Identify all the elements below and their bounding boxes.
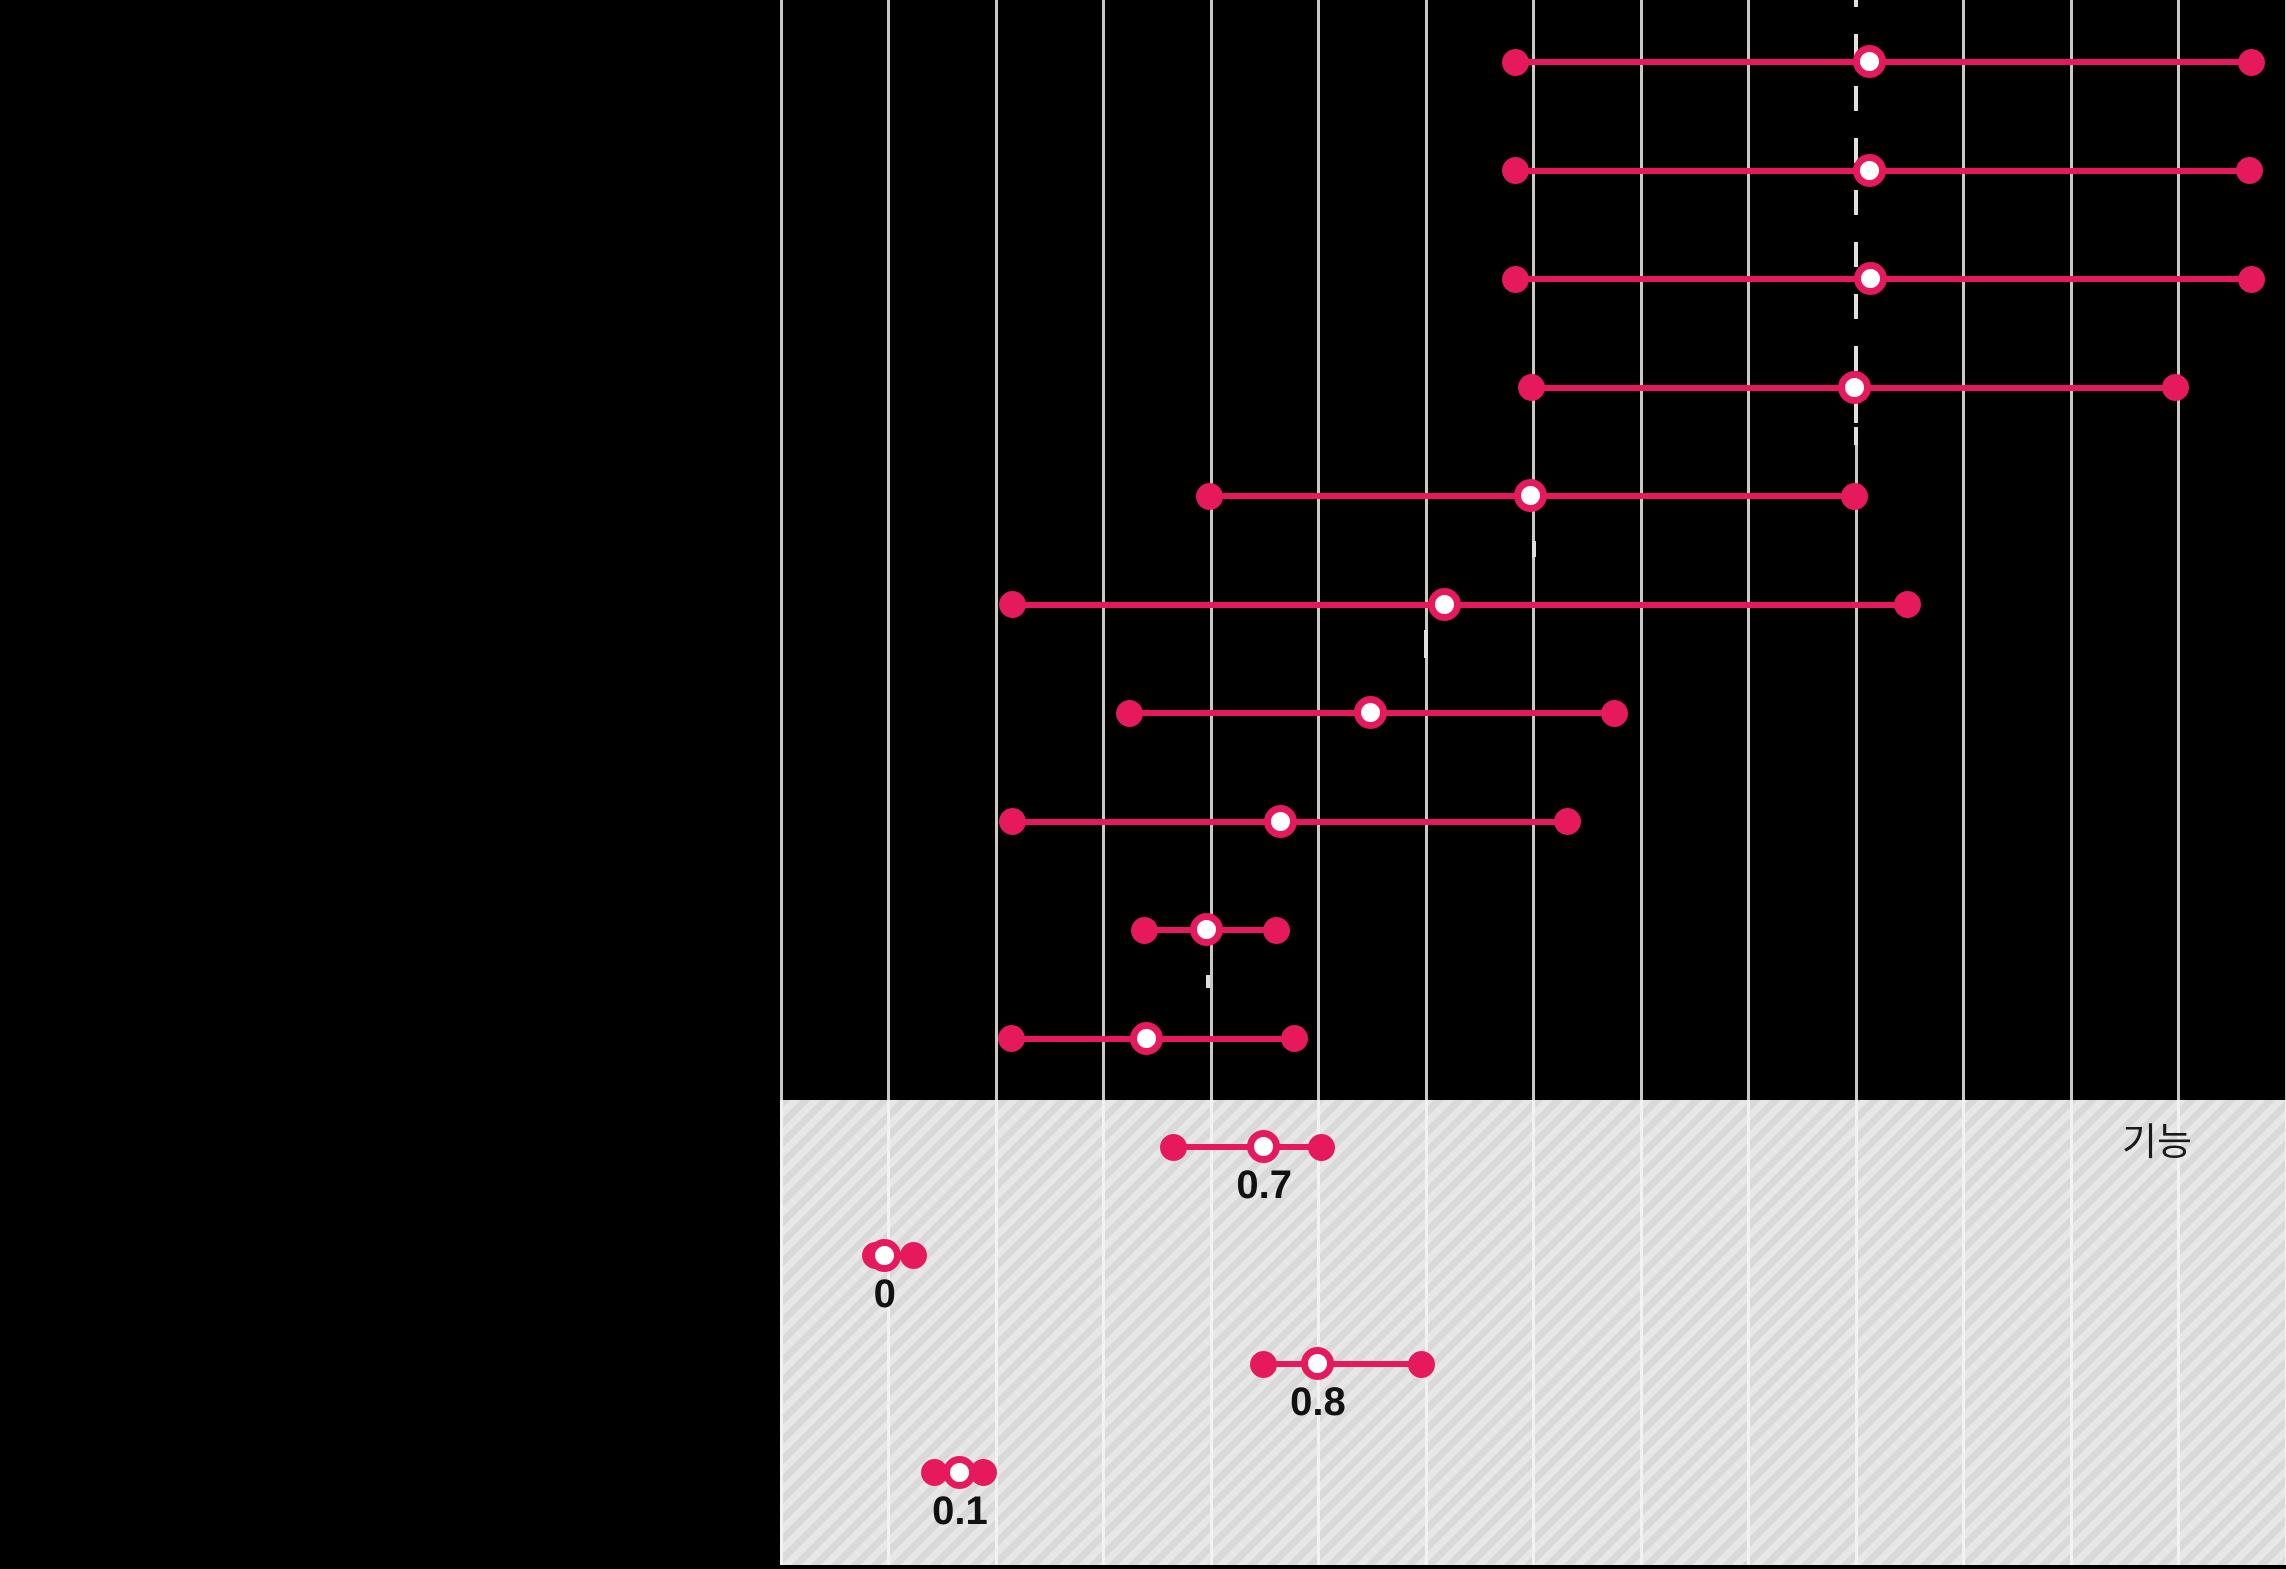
range-max-dot	[2236, 157, 2264, 184]
median-value-label: 0	[873, 1271, 896, 1316]
gridline	[1317, 0, 1320, 1100]
range-max-dot	[2162, 374, 2190, 401]
range-min-dot	[999, 808, 1027, 835]
gridline	[1209, 0, 1213, 1100]
bottom-axis-line	[781, 1565, 2286, 1569]
range-max-dot	[1554, 808, 1582, 835]
median-dot	[867, 1238, 901, 1272]
gridline	[994, 1100, 998, 1565]
gridline	[2284, 0, 2286, 1100]
median-reference-dash	[1854, 0, 1858, 445]
median-dot	[1428, 587, 1462, 621]
gridline	[1424, 0, 1428, 1100]
gridline	[887, 1100, 890, 1565]
gridline	[2069, 0, 2073, 1100]
gridline	[1962, 0, 1965, 1100]
gridline	[1532, 1100, 1535, 1565]
gridline	[887, 0, 890, 1100]
gridline	[779, 1100, 783, 1565]
median-value-label: 0.1	[932, 1488, 988, 1533]
range-min-dot	[1502, 157, 1530, 184]
gridline	[1102, 0, 1105, 1100]
gridline	[1962, 1100, 1965, 1565]
range-min-dot	[1195, 482, 1223, 510]
median-dot	[1264, 804, 1298, 838]
gridline	[1317, 1100, 1320, 1565]
range-min-dot	[1160, 1133, 1188, 1161]
median-value-label: 0.8	[1290, 1380, 1346, 1424]
range-bar	[1263, 1361, 1422, 1367]
gridline	[779, 0, 783, 1100]
median-dot	[1852, 45, 1886, 78]
median-dot	[1853, 262, 1887, 295]
gridline	[1102, 1100, 1105, 1565]
range-min-dot	[999, 591, 1027, 618]
gridline	[1639, 1100, 1643, 1565]
median-dot	[1189, 913, 1223, 946]
median-dot	[1513, 479, 1547, 512]
gridline	[1424, 1100, 1428, 1565]
median-reference-dash	[1424, 630, 1428, 658]
gridline	[1854, 445, 1858, 1100]
median-reference-dash	[1531, 541, 1536, 557]
median-dot	[1353, 696, 1387, 729]
range-min-dot	[1131, 916, 1159, 944]
median-dot	[1130, 1021, 1164, 1055]
range-min-dot	[1116, 699, 1144, 727]
gridline	[1639, 0, 1643, 1100]
section-label-features: 기능	[2122, 1122, 2192, 1164]
median-dot	[1247, 1130, 1281, 1163]
median-dot	[942, 1455, 976, 1489]
range-max-dot	[900, 1242, 928, 1269]
gridline	[2177, 0, 2180, 1100]
gridline	[1209, 1100, 1213, 1565]
range-max-dot	[1893, 591, 1921, 618]
gridline	[2069, 1100, 2073, 1565]
range-min-dot	[1501, 48, 1529, 76]
median-reference-dash	[1206, 975, 1211, 988]
gridline	[1747, 0, 1750, 1100]
gridline	[2284, 1100, 2286, 1565]
range-min-dot	[998, 1025, 1026, 1052]
range-min-dot	[1518, 374, 1546, 401]
median-dot	[1300, 1347, 1334, 1380]
range-min-dot	[1502, 265, 1530, 293]
range-max-dot	[2237, 48, 2265, 76]
range-max-dot	[1407, 1350, 1435, 1378]
range-max-dot	[2238, 265, 2266, 293]
gridline	[1747, 1100, 1750, 1565]
range-max-dot	[1263, 916, 1291, 944]
range-max-dot	[1600, 699, 1628, 727]
range-max-dot	[1307, 1133, 1335, 1161]
gridline	[1854, 1100, 1858, 1565]
range-max-dot	[1840, 482, 1868, 510]
median-value-label: 0.7	[1236, 1163, 1293, 1207]
gridline	[2177, 1100, 2180, 1565]
gridline	[994, 0, 998, 1100]
range-max-dot	[1281, 1025, 1309, 1052]
median-dot	[1852, 153, 1886, 187]
range-min-dot	[1249, 1350, 1277, 1378]
median-dot	[1837, 370, 1871, 404]
